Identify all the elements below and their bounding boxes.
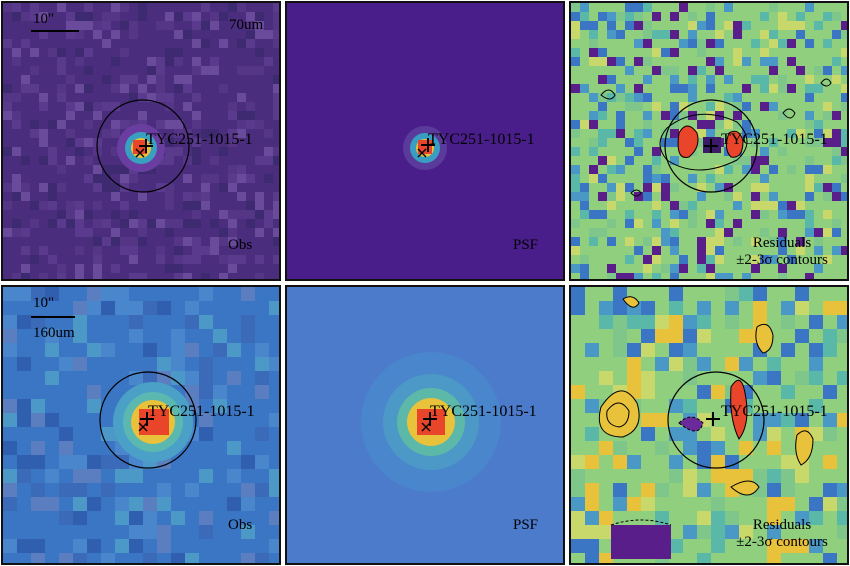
- target-label: TYC251-1015-1: [148, 403, 255, 420]
- residuals-label-line2: ±2-3σ contours: [736, 252, 828, 268]
- image-70um-residuals: [571, 3, 847, 279]
- aperture-circle: [664, 99, 758, 193]
- target-label: TYC251-1015-1: [146, 131, 253, 148]
- panel-type-label: PSF: [513, 517, 539, 533]
- star-marker: [417, 148, 427, 158]
- target-label: TYC251-1015-1: [430, 403, 537, 420]
- star-marker: [138, 422, 148, 432]
- star-marker: [421, 422, 431, 432]
- band-label: 70um: [229, 17, 264, 33]
- residuals-label-line1: Residuals: [752, 235, 812, 251]
- residuals-label-line1: Residuals: [752, 517, 812, 533]
- target-label: TYC251-1015-1: [721, 403, 828, 420]
- residuals-label-line2: ±2-3σ contours: [736, 534, 828, 550]
- star-marker: [135, 148, 145, 158]
- band-label: 160um: [33, 325, 75, 341]
- image-160um-psf: [287, 287, 563, 563]
- panel-type-label: PSF: [513, 237, 539, 253]
- panel-160um-obs: 10" 160um TYC251-1015-1 Obs: [1, 285, 281, 565]
- scale-bar-label: 10": [33, 295, 55, 311]
- aperture-circle: [96, 99, 190, 193]
- image-160um-obs: [3, 287, 279, 563]
- aperture-circle: [667, 371, 765, 469]
- panel-160um-residuals: TYC251-1015-1 Residuals ±2-3σ contours: [569, 285, 849, 565]
- panel-70um-obs: 10" 70um TYC251-1015-1 Obs: [1, 1, 281, 281]
- panel-160um-psf: TYC251-1015-1 PSF: [285, 285, 565, 565]
- noise-160um-residuals: [571, 287, 847, 563]
- aperture-circle: [99, 371, 197, 469]
- residuals-label: Residuals ±2-3σ contours: [717, 517, 847, 551]
- cross-marker: [139, 139, 153, 153]
- target-label: TYC251-1015-1: [428, 131, 535, 148]
- image-160um-residuals: [571, 287, 847, 563]
- panel-70um-psf: TYC251-1015-1 PSF: [285, 1, 565, 281]
- image-70um-psf: [287, 3, 563, 279]
- noise-70um-residuals: [571, 3, 847, 279]
- noise-70um-obs: [3, 3, 279, 279]
- panel-type-label: Obs: [228, 517, 253, 533]
- cross-marker: [704, 139, 718, 153]
- panel-70um-residuals: TYC251-1015-1 Residuals ±2-3σ contours: [569, 1, 849, 281]
- cross-marker: [421, 138, 435, 152]
- target-label: TYC251-1015-1: [721, 131, 828, 148]
- cross-marker: [706, 412, 720, 426]
- residuals-label: Residuals ±2-3σ contours: [717, 235, 847, 269]
- noise-160um-obs: [3, 287, 279, 563]
- scale-bar-label: 10": [33, 11, 55, 27]
- image-70um-obs: [3, 3, 279, 279]
- panel-type-label: Obs: [228, 237, 253, 253]
